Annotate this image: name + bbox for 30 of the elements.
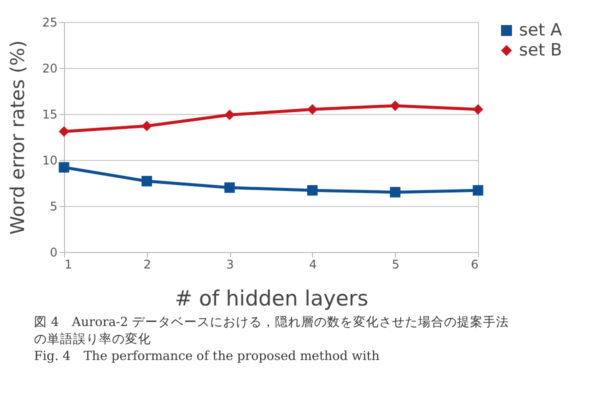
y-axis-title: Word error rates (%) — [7, 40, 30, 235]
x-tick-label: 1 — [64, 258, 72, 272]
point — [472, 185, 484, 196]
x-tick-label: 5 — [392, 258, 400, 272]
point — [58, 126, 70, 137]
y-tick-label: 0 — [50, 246, 58, 260]
x-tick-label: 2 — [143, 258, 152, 272]
caption: Fig. 4 The performance of the proposed method with — [34, 347, 381, 364]
y-tick-label: 15 — [42, 108, 58, 122]
caption: 図 4 Aurora-2 データベースにおける，隠れ層の数を変化させた場合の提案手法の単語誤り率の変化 — [34, 313, 510, 347]
y-tick-label: 5 — [50, 200, 58, 214]
point — [307, 185, 318, 196]
y-tick-label: 10 — [42, 154, 58, 168]
legend-label: set A — [519, 20, 562, 40]
point — [142, 120, 152, 132]
x-tick-label: 6 — [470, 258, 478, 272]
point — [390, 100, 400, 111]
point — [224, 182, 235, 193]
point — [307, 104, 318, 115]
point — [224, 110, 235, 120]
point — [142, 176, 152, 186]
legend-label: set B — [519, 40, 562, 60]
x-axis-title: # of hidden layers — [174, 286, 368, 310]
x-tick-label: 3 — [226, 258, 234, 272]
x-tick-label: 4 — [309, 258, 317, 272]
point — [58, 162, 70, 173]
y-tick-label: 25 — [42, 16, 58, 30]
point — [390, 186, 400, 198]
point — [472, 104, 484, 115]
y-tick-label: 20 — [42, 62, 58, 76]
